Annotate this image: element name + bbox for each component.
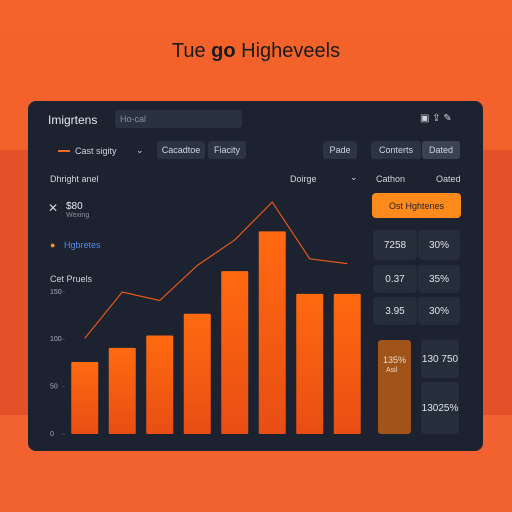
stat-value: $80	[66, 201, 83, 212]
bar	[146, 335, 174, 434]
tab[interactable]: Fiacity	[208, 141, 246, 159]
bar	[183, 313, 211, 434]
tile: 3.95	[373, 297, 417, 325]
tile: 35%	[418, 265, 460, 293]
headline: Tue go Higheveels	[0, 40, 512, 63]
button[interactable]: Conterts	[371, 141, 421, 159]
tall-value: 135%	[383, 355, 407, 365]
panel-title: Imigrtens	[48, 113, 98, 127]
tile: 30%	[418, 230, 460, 260]
select[interactable]: Cast sigity	[75, 146, 117, 156]
column-header: Oated	[436, 174, 461, 184]
line	[84, 201, 348, 339]
bar	[296, 293, 324, 434]
bar	[71, 362, 99, 434]
tile: 130 750	[421, 340, 459, 378]
stat-label: Wexing	[66, 212, 90, 219]
y-tick-label: 150	[50, 289, 62, 296]
y-tick-label: 100	[50, 336, 62, 343]
y-tick-label: 50	[50, 384, 58, 391]
dropdown[interactable]: Doirge	[290, 174, 317, 184]
orange-button[interactable]: Ost Hghtenes	[372, 193, 461, 218]
section-label: Dhright anel	[50, 174, 99, 184]
chevron: ⌄	[350, 172, 358, 182]
tile: 7258	[373, 230, 417, 260]
select-swatch	[58, 150, 70, 152]
column-header: Cathon	[376, 174, 406, 184]
link-icon: ●	[50, 240, 56, 250]
tall-tile	[378, 340, 411, 434]
tile: 30%	[418, 297, 460, 325]
icons[interactable]: ▣ ⇪ ✎	[420, 113, 452, 124]
chart-label: Cet Pruels	[50, 274, 93, 284]
button[interactable]: Pade	[323, 141, 357, 159]
tab[interactable]: Cacadtoe	[157, 141, 205, 159]
search-placeholder: Ho-cal	[120, 114, 147, 124]
tall-label: Asil	[386, 367, 398, 374]
stat-icon: ✕	[48, 201, 59, 215]
bar	[258, 231, 286, 434]
link[interactable]: Hgbretes	[64, 240, 101, 250]
headline-text: Higheveels	[241, 40, 341, 62]
tile: 0.37	[373, 265, 417, 293]
chevron: ⌄	[136, 145, 144, 155]
tile: 13025%	[421, 382, 459, 434]
bar	[108, 347, 136, 434]
search-box[interactable]	[115, 110, 242, 128]
headline-bold: go	[211, 40, 236, 62]
bar	[333, 293, 361, 434]
button[interactable]: Dated	[422, 141, 460, 159]
y-tick-label: 0	[50, 431, 54, 438]
bar	[221, 271, 249, 434]
headline-text: Tue	[171, 40, 206, 62]
